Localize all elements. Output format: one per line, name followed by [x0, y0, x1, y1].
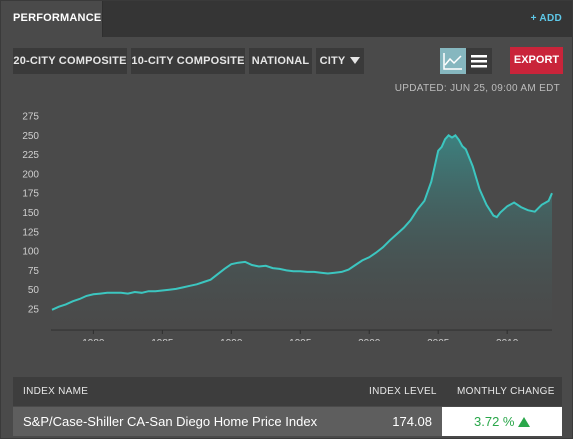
y-tick-label: 200: [22, 169, 39, 180]
col-index-level: INDEX LEVEL: [369, 386, 437, 397]
y-tick-label: 75: [28, 266, 40, 277]
table-row[interactable]: S&P/Case-Shiller CA-San Diego Home Price…: [13, 407, 562, 436]
city-dropdown-label: CITY: [319, 55, 346, 67]
x-tick-label: 1980: [82, 338, 105, 341]
line-chart-view-button[interactable]: [440, 48, 466, 74]
tab-performance-label: PERFORMANCE: [13, 12, 102, 24]
y-tick-label: 50: [28, 285, 40, 296]
row-monthly-change: 3.72 %: [442, 407, 562, 436]
btn-20-city-composite[interactable]: 20-CITY COMPOSITE: [13, 48, 127, 74]
x-tick-label: 2010: [496, 338, 519, 341]
chevron-down-icon: [350, 56, 361, 64]
x-tick-label: 2005: [427, 338, 450, 341]
y-tick-label: 275: [22, 112, 39, 123]
x-tick-label: 1995: [289, 338, 312, 341]
y-tick-label: 100: [22, 247, 39, 258]
panel-header: PERFORMANCE + ADD: [1, 1, 572, 37]
y-tick-label: 175: [22, 189, 39, 200]
series-line: [51, 133, 553, 311]
col-index-name: INDEX NAME: [23, 386, 89, 397]
btn-10-city-composite[interactable]: 10-CITY COMPOSITE: [131, 48, 245, 74]
y-tick-label: 150: [22, 208, 39, 219]
list-view-button[interactable]: [466, 48, 492, 74]
up-arrow-icon: [518, 417, 530, 427]
x-tick-label: 2000: [358, 338, 381, 341]
y-tick-label: 125: [22, 227, 39, 238]
series-area: [52, 135, 552, 330]
x-tick-label: 1990: [220, 338, 243, 341]
add-button[interactable]: + ADD: [530, 13, 562, 24]
tab-performance[interactable]: PERFORMANCE: [1, 1, 103, 37]
col-monthly-change: MONTHLY CHANGE: [457, 386, 555, 397]
row-index-name: S&P/Case-Shiller CA-San Diego Home Price…: [23, 414, 318, 429]
line-chart-icon: [443, 53, 462, 70]
updated-timestamp: UPDATED: JUN 25, 09:00 AM EDT: [394, 83, 560, 94]
list-icon: [471, 55, 487, 68]
x-tick-label: 1985: [151, 338, 174, 341]
y-tick-label: 225: [22, 150, 39, 161]
row-index-level: 174.08: [392, 414, 432, 429]
performance-chart: 25 50 75 100 125 150 175 200 225 250 275 1980 1985 1…: [22, 112, 553, 341]
table-header: INDEX NAME INDEX LEVEL MONTHLY CHANGE: [13, 377, 562, 406]
city-dropdown[interactable]: CITY: [316, 48, 364, 74]
btn-national[interactable]: NATIONAL: [249, 48, 312, 74]
y-tick-label: 250: [22, 131, 39, 142]
export-button[interactable]: EXPORT: [510, 47, 563, 74]
monthly-change-value: 3.72 %: [474, 414, 515, 429]
y-tick-label: 25: [28, 305, 40, 316]
